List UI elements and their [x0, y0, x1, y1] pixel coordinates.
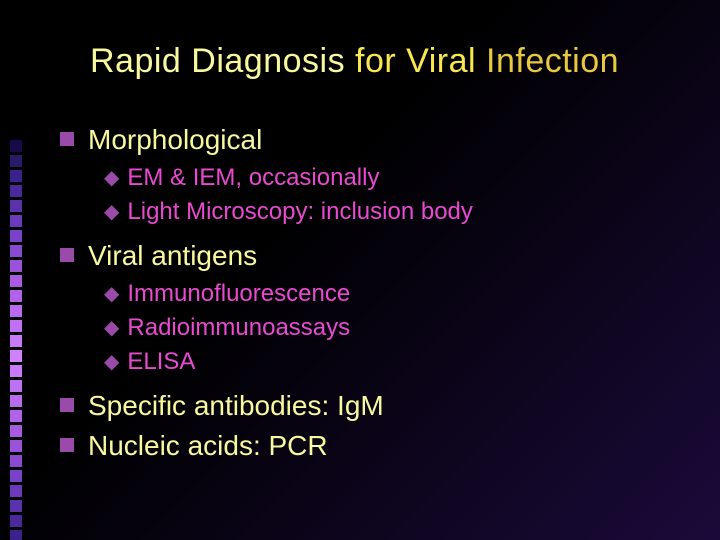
decor-square	[10, 320, 22, 332]
decor-square	[10, 440, 22, 452]
bullet-text: EM & IEM, occasionally	[127, 164, 379, 192]
decor-square	[10, 500, 22, 512]
title-part-3: Infection	[486, 42, 619, 80]
decor-square	[10, 350, 22, 362]
spacer	[60, 382, 680, 390]
square-bullet-icon	[60, 438, 74, 452]
bullet-level2: ◆ Light Microscopy: inclusion body	[104, 198, 680, 226]
diamond-bullet-icon: ◆	[104, 168, 119, 188]
bullet-text: Specific antibodies: IgM	[88, 390, 384, 422]
diamond-bullet-icon: ◆	[104, 318, 119, 338]
bullet-text: Light Microscopy: inclusion body	[127, 198, 473, 226]
decor-square	[10, 170, 22, 182]
slide-body: Morphological ◆ EM & IEM, occasionally ◆ Lig…	[60, 124, 680, 470]
decor-square	[10, 335, 22, 347]
left-decor-column	[10, 140, 22, 540]
decor-square	[10, 410, 22, 422]
bullet-level1: Viral antigens	[60, 240, 680, 272]
spacer	[60, 232, 680, 240]
diamond-bullet-icon: ◆	[104, 202, 119, 222]
decor-square	[10, 365, 22, 377]
slide-title: Rapid Diagnosis for Viral Infection	[90, 42, 619, 81]
title-part-1: Rapid Diagnosis	[90, 42, 355, 80]
bullet-text: Nucleic acids: PCR	[88, 430, 328, 462]
decor-square	[10, 155, 22, 167]
square-bullet-icon	[60, 398, 74, 412]
bullet-level1: Morphological	[60, 124, 680, 156]
bullet-text: Morphological	[88, 124, 262, 156]
diamond-bullet-icon: ◆	[104, 284, 119, 304]
decor-square	[10, 275, 22, 287]
bullet-level1: Nucleic acids: PCR	[60, 430, 680, 462]
bullet-text: ELISA	[127, 348, 195, 376]
square-bullet-icon	[60, 132, 74, 146]
bullet-level2: ◆ Immunofluorescence	[104, 280, 680, 308]
bullet-level2: ◆ EM & IEM, occasionally	[104, 164, 680, 192]
decor-square	[10, 530, 22, 540]
decor-square	[10, 470, 22, 482]
decor-square	[10, 380, 22, 392]
square-bullet-icon	[60, 248, 74, 262]
decor-square	[10, 245, 22, 257]
decor-square	[10, 485, 22, 497]
bullet-level1: Specific antibodies: IgM	[60, 390, 680, 422]
decor-square	[10, 395, 22, 407]
bullet-text: Immunofluorescence	[127, 280, 350, 308]
decor-square	[10, 185, 22, 197]
decor-square	[10, 230, 22, 242]
diamond-bullet-icon: ◆	[104, 352, 119, 372]
decor-square	[10, 425, 22, 437]
decor-square	[10, 290, 22, 302]
bullet-text: Viral antigens	[88, 240, 257, 272]
bullet-text: Radioimmunoassays	[127, 314, 350, 342]
decor-square	[10, 215, 22, 227]
decor-square	[10, 140, 22, 152]
decor-square	[10, 260, 22, 272]
title-part-2: for Viral	[355, 42, 486, 80]
decor-square	[10, 515, 22, 527]
decor-square	[10, 305, 22, 317]
decor-square	[10, 455, 22, 467]
decor-square	[10, 200, 22, 212]
bullet-level2: ◆ ELISA	[104, 348, 680, 376]
bullet-level2: ◆ Radioimmunoassays	[104, 314, 680, 342]
